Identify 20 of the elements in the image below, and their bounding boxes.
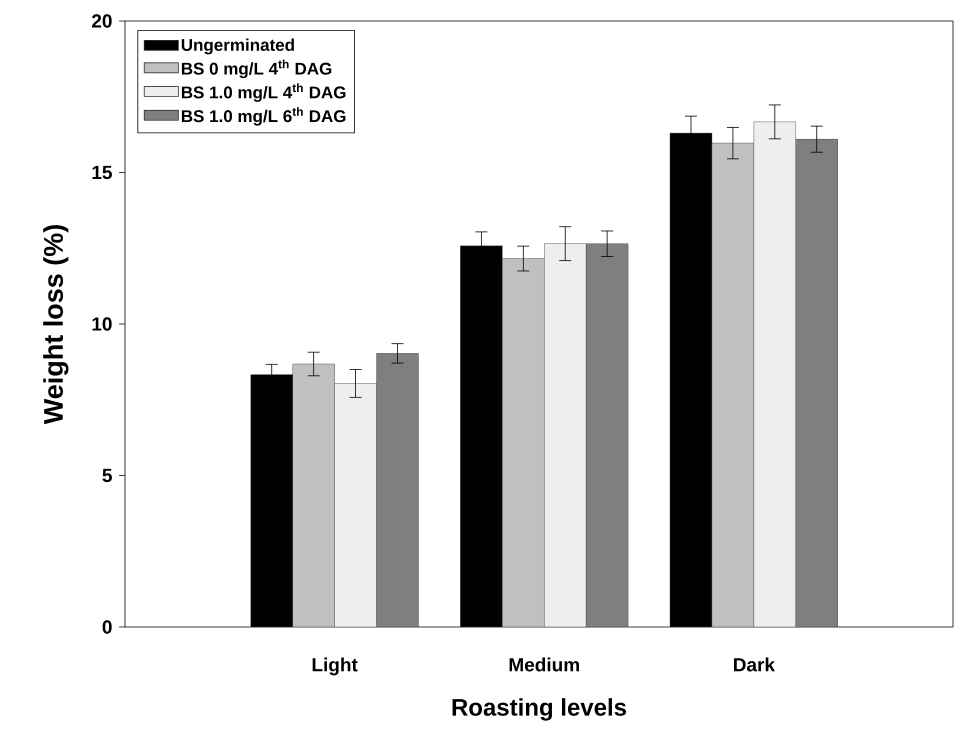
x-tick-label: Light [312,658,358,676]
bar [376,353,419,627]
bar [754,122,796,627]
bar [544,244,586,627]
bar [796,138,838,627]
x-tick-label: Medium [510,658,579,672]
x-tick-label: Dark [734,658,776,672]
legend-label: BS 1.0 mg/L 6$^{th}$ DAG [182,107,346,126]
y-tick-label: 5 [102,468,112,482]
legend-label: BS 0 mg/L 4$^{th}$ DAG [182,60,332,78]
y-tick-label: 20 [92,14,112,28]
x-axis-title: Roasting levels [452,698,626,721]
y-axis-title: Weight loss (%) [43,225,68,424]
legend-label: Ungerminated [182,38,294,54]
y-tick-label: 10 [92,317,112,331]
bar [586,244,628,627]
legend-label: BS 1.0 mg/L 4$^{th}$ DAG [182,83,346,102]
y-tick-label: 0 [102,620,112,634]
bar [334,383,377,627]
y-tick-label: 15 [92,166,112,180]
